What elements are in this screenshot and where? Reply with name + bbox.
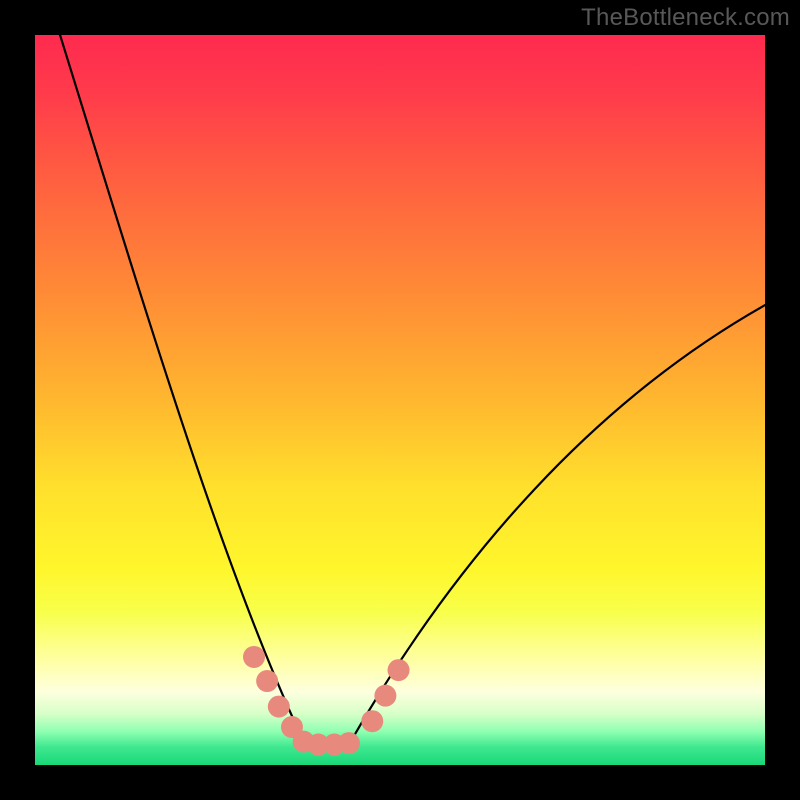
watermark-text: TheBottleneck.com <box>581 4 790 32</box>
curve-marker <box>268 696 290 718</box>
bottleneck-curve <box>53 13 765 744</box>
curve-marker <box>338 732 360 754</box>
chart-svg <box>35 35 765 765</box>
curve-marker <box>361 710 383 732</box>
curve-marker <box>388 659 410 681</box>
plot-area <box>35 35 765 765</box>
curve-marker <box>256 670 278 692</box>
curve-marker <box>374 685 396 707</box>
curve-marker <box>243 646 265 668</box>
